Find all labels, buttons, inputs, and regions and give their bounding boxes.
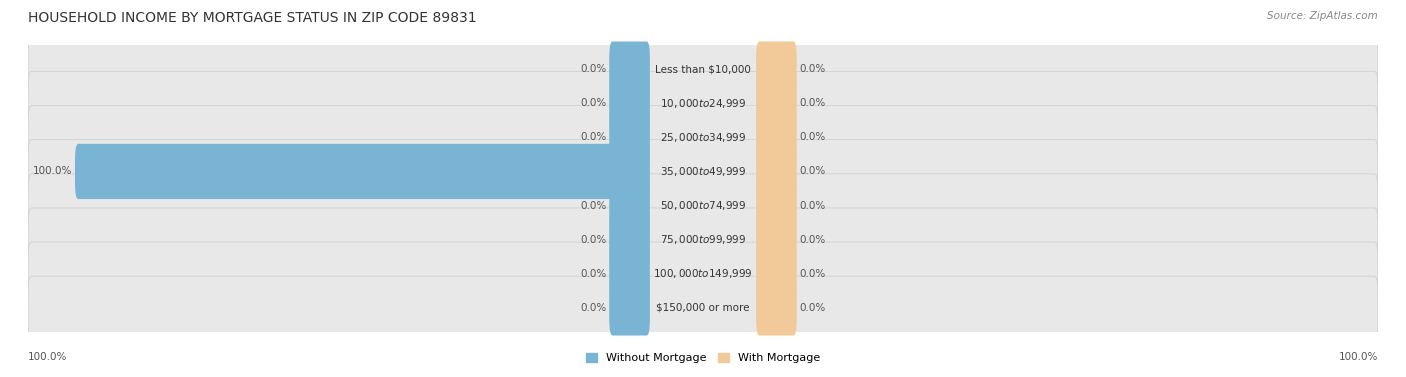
FancyBboxPatch shape [756, 212, 797, 267]
FancyBboxPatch shape [756, 41, 797, 97]
FancyBboxPatch shape [609, 110, 650, 165]
FancyBboxPatch shape [609, 280, 650, 336]
FancyBboxPatch shape [756, 76, 797, 131]
Text: 0.0%: 0.0% [579, 234, 606, 245]
Text: $35,000 to $49,999: $35,000 to $49,999 [659, 165, 747, 178]
Text: 100.0%: 100.0% [1339, 352, 1378, 362]
Text: 0.0%: 0.0% [800, 98, 827, 108]
Text: Less than $10,000: Less than $10,000 [655, 64, 751, 74]
FancyBboxPatch shape [756, 246, 797, 301]
FancyBboxPatch shape [609, 76, 650, 131]
Text: $75,000 to $99,999: $75,000 to $99,999 [659, 233, 747, 246]
FancyBboxPatch shape [756, 280, 797, 336]
Text: 0.0%: 0.0% [800, 166, 827, 176]
Text: $100,000 to $149,999: $100,000 to $149,999 [654, 267, 752, 280]
FancyBboxPatch shape [28, 242, 1378, 305]
FancyBboxPatch shape [28, 276, 1378, 340]
Text: HOUSEHOLD INCOME BY MORTGAGE STATUS IN ZIP CODE 89831: HOUSEHOLD INCOME BY MORTGAGE STATUS IN Z… [28, 11, 477, 25]
Text: 0.0%: 0.0% [800, 269, 827, 279]
Text: 0.0%: 0.0% [579, 303, 606, 313]
Text: 0.0%: 0.0% [579, 98, 606, 108]
Text: 0.0%: 0.0% [579, 201, 606, 211]
FancyBboxPatch shape [609, 178, 650, 233]
FancyBboxPatch shape [609, 246, 650, 301]
Text: Source: ZipAtlas.com: Source: ZipAtlas.com [1267, 11, 1378, 21]
FancyBboxPatch shape [28, 208, 1378, 271]
FancyBboxPatch shape [28, 37, 1378, 101]
Text: 0.0%: 0.0% [800, 201, 827, 211]
Text: $50,000 to $74,999: $50,000 to $74,999 [659, 199, 747, 212]
FancyBboxPatch shape [28, 140, 1378, 203]
Text: 100.0%: 100.0% [28, 352, 67, 362]
FancyBboxPatch shape [28, 174, 1378, 237]
Text: $150,000 or more: $150,000 or more [657, 303, 749, 313]
FancyBboxPatch shape [756, 110, 797, 165]
FancyBboxPatch shape [756, 178, 797, 233]
Text: $10,000 to $24,999: $10,000 to $24,999 [659, 97, 747, 110]
FancyBboxPatch shape [75, 144, 650, 199]
Text: $25,000 to $34,999: $25,000 to $34,999 [659, 131, 747, 144]
Text: 0.0%: 0.0% [579, 269, 606, 279]
Text: 0.0%: 0.0% [579, 132, 606, 143]
FancyBboxPatch shape [28, 72, 1378, 135]
FancyBboxPatch shape [756, 144, 797, 199]
Text: 0.0%: 0.0% [800, 64, 827, 74]
FancyBboxPatch shape [28, 106, 1378, 169]
FancyBboxPatch shape [609, 212, 650, 267]
Text: 100.0%: 100.0% [32, 166, 72, 176]
Text: 0.0%: 0.0% [800, 303, 827, 313]
Text: 0.0%: 0.0% [579, 64, 606, 74]
Text: 0.0%: 0.0% [800, 234, 827, 245]
Text: 0.0%: 0.0% [800, 132, 827, 143]
FancyBboxPatch shape [609, 41, 650, 97]
Legend: Without Mortgage, With Mortgage: Without Mortgage, With Mortgage [586, 353, 820, 363]
